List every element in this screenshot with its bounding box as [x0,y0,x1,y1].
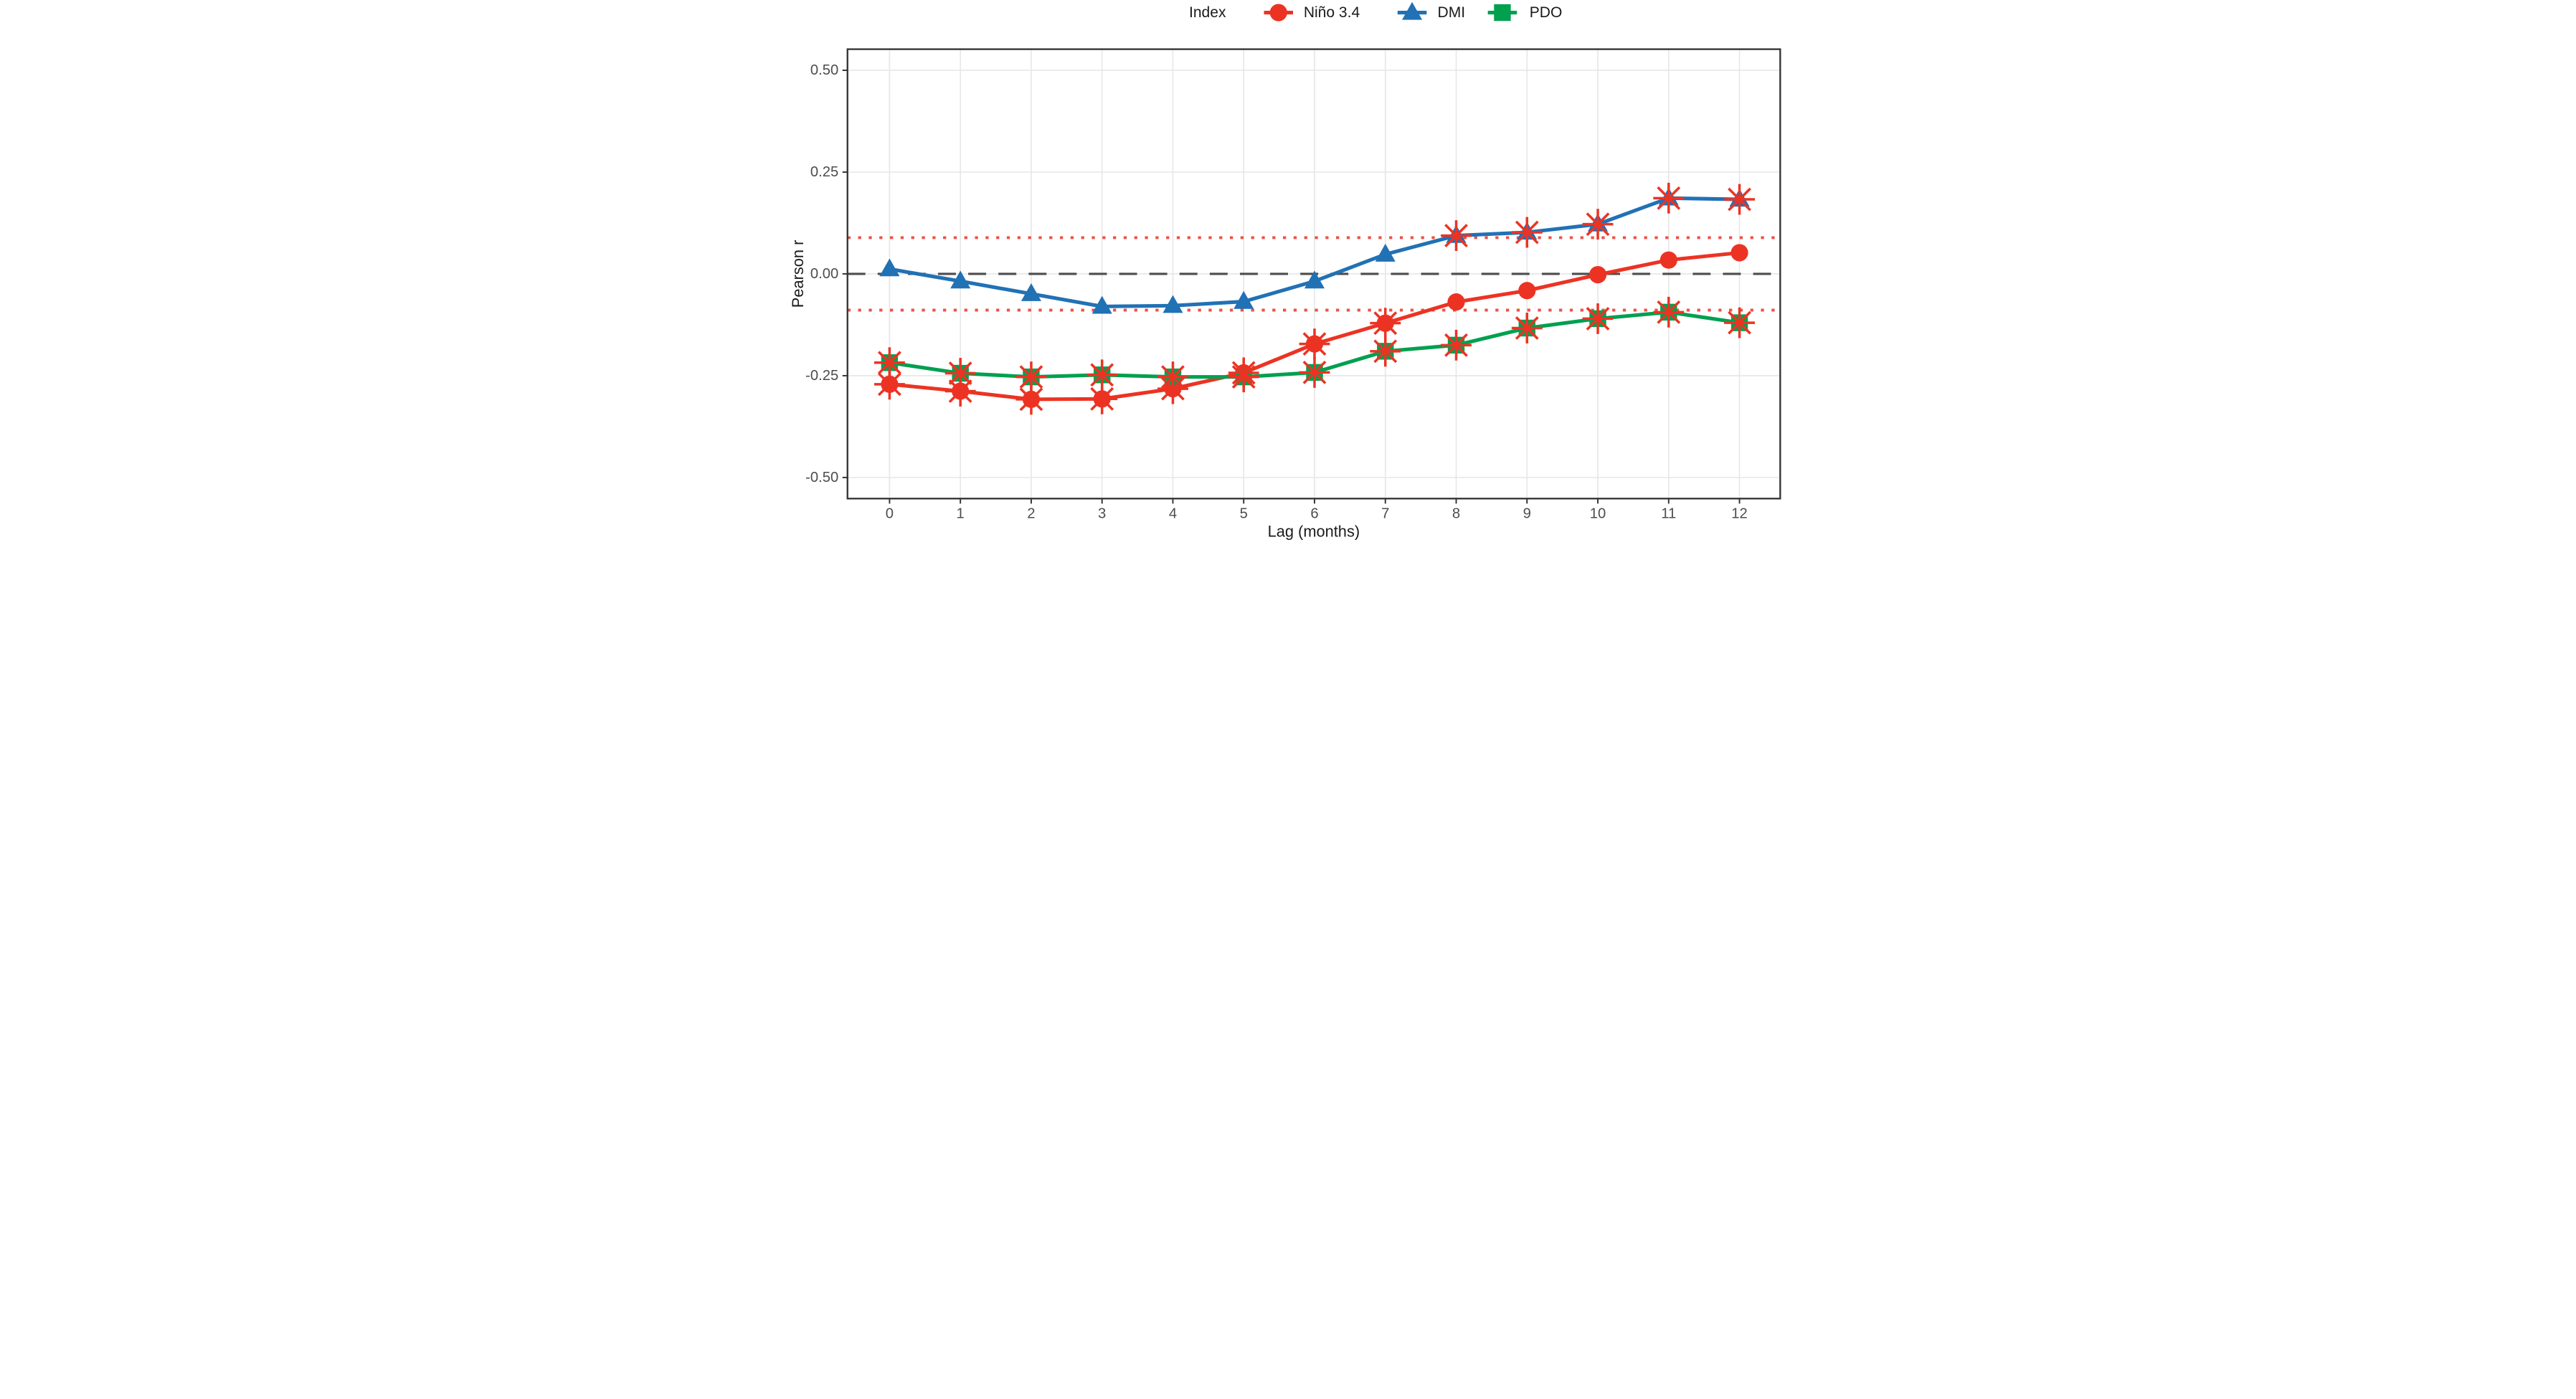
x-tick-label: 9 [1523,506,1531,521]
data-point-marker [1162,295,1183,313]
y-axis-title: Pearson r [789,240,807,308]
y-tick-label: -0.25 [805,368,838,384]
legend-keys [1264,1,1517,22]
y-tick-label: 0.25 [810,164,838,180]
significance-star [1086,359,1118,391]
significance-star [1511,217,1543,248]
significance-star [944,358,976,389]
data-point-marker [950,270,971,289]
legend-key-marker [1269,4,1287,22]
x-tick-label: 1 [957,506,965,521]
x-tick-label: 5 [1240,506,1248,521]
data-point-marker [1447,293,1465,311]
significance-star [1511,313,1543,343]
legend-key-square [1487,4,1517,22]
y-tick-label: -0.50 [805,470,838,485]
x-axis-title: Lag (months) [1268,522,1360,540]
axes: 0.500.250.00-0.25-0.500 1 2 3 4 5 6 7 8 9 10 11 12 [805,62,1748,521]
data-point-marker [1021,283,1041,301]
significance-star [1441,329,1472,361]
y-tick-label: 0.00 [810,266,838,282]
legend-key-circle [1264,4,1294,22]
x-tick-label: 10 [1590,506,1606,521]
legend-label-nino34: Niño 3.4 [1304,4,1360,21]
data-point-marker [1588,266,1607,284]
x-tick-label: 11 [1661,506,1676,521]
significance-star [873,347,905,379]
x-tick-label: 2 [1027,506,1035,521]
legend-key-marker [1402,1,1423,20]
significance-star [1724,307,1756,338]
x-tick-label: 4 [1169,506,1177,521]
significance-star [1228,361,1259,393]
legend-title: Index [1189,4,1226,21]
lag-correlation-chart: 0.500.250.00-0.25-0.500 1 2 3 4 5 6 7 8 9 10 11 12 L… [786,0,1790,546]
significance-star [1582,209,1614,240]
data-point-marker [1659,251,1677,269]
x-tick-label: 12 [1731,506,1748,521]
significance-star [1441,220,1472,252]
legend-label-pdo: PDO [1530,4,1563,21]
significance-star [1015,361,1047,393]
significance-star [1653,296,1685,328]
data-point-marker [1730,244,1748,262]
figure: 0.50 0.25 0.00 -0.25 -0.50 0 1 2 3 4 5 6 7 8 9 10 11 12 L… [786,0,1790,546]
legend-key-triangle [1397,1,1427,20]
significance-star [1582,303,1614,334]
x-tick-label: 7 [1381,506,1389,521]
data-point-marker [1092,295,1112,314]
significance-markers [873,182,1756,415]
significance-star [1370,308,1401,339]
y-tick-label: 0.50 [810,62,838,78]
significance-star [1370,336,1401,367]
significance-star [1299,356,1330,388]
data-point-marker [1233,290,1254,309]
x-tick-label: 0 [886,506,894,521]
significance-star [1015,384,1047,415]
x-tick-label: 8 [1452,506,1460,521]
x-tick-label: 6 [1310,506,1318,521]
x-tick-label: 3 [1098,506,1106,521]
data-point-marker [1304,270,1325,289]
significance-star [1157,361,1188,393]
significance-star [1299,328,1330,360]
data-point-marker [1518,282,1536,300]
significance-star [1653,182,1685,214]
figure-background [786,0,1790,546]
significance-star [1724,184,1756,215]
data-point-marker [1375,243,1396,262]
data-point-marker [879,258,900,277]
legend: Index Niño 3.4 DMI PDO [1189,1,1563,22]
legend-label-dmi: DMI [1438,4,1466,21]
legend-key-marker [1494,4,1511,22]
